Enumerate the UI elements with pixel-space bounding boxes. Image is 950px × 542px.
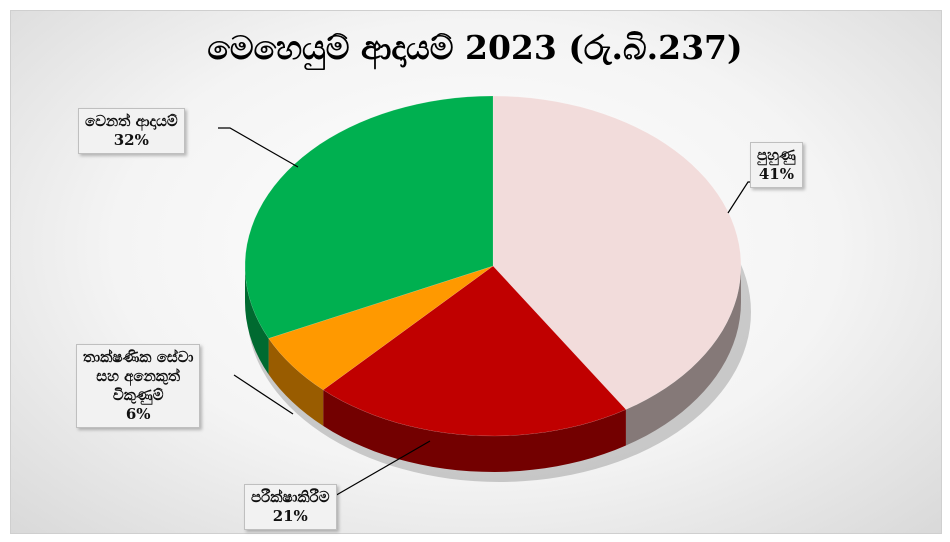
data-label-other-income: වෙනත් ආදායම් 32% bbox=[78, 108, 185, 154]
slice-inspection bbox=[322, 265, 627, 437]
data-label-technical-services-percent: 6% bbox=[125, 405, 151, 423]
leader-other-income bbox=[218, 127, 299, 168]
slice-training bbox=[492, 95, 742, 410]
data-label-technical-services-line1: තාක්ෂණික සේවා bbox=[83, 348, 194, 366]
chart-title: මෙහෙයුම් ආදායම් 2023 (රු.බි.237) bbox=[207, 28, 743, 67]
data-label-other-income-name: වෙනත් ආදායම් bbox=[85, 112, 178, 130]
data-label-inspection: පරීක්ෂාකිරීම 21% bbox=[244, 484, 337, 530]
data-label-training-name: පුහුණු bbox=[757, 146, 796, 164]
data-label-training-percent: 41% bbox=[758, 165, 794, 183]
leader-inspection bbox=[332, 440, 431, 498]
data-label-inspection-percent: 21% bbox=[272, 507, 308, 525]
slice-other-income bbox=[244, 95, 494, 339]
slice-other-income-side bbox=[245, 266, 269, 375]
data-label-inspection-name: පරීක්ෂාකිරීම bbox=[251, 488, 330, 506]
slice-inspection-side bbox=[323, 389, 626, 472]
data-label-technical-services: තාක්ෂණික සේවා සහ අනෙකුත් විකුණුම් 6% bbox=[76, 344, 201, 428]
slice-technical-services-side bbox=[268, 338, 324, 426]
data-label-technical-services-line3: විකුණුම් bbox=[112, 386, 164, 404]
slice-technical-services bbox=[268, 265, 494, 391]
leader-training bbox=[727, 181, 752, 214]
data-label-training: පුහුණු 41% bbox=[750, 142, 803, 188]
data-label-technical-services-line2: සහ අනෙකුත් bbox=[96, 367, 181, 385]
data-label-other-income-percent: 32% bbox=[113, 131, 149, 149]
slice-training-side bbox=[625, 266, 741, 446]
leader-technical-services bbox=[233, 374, 294, 415]
